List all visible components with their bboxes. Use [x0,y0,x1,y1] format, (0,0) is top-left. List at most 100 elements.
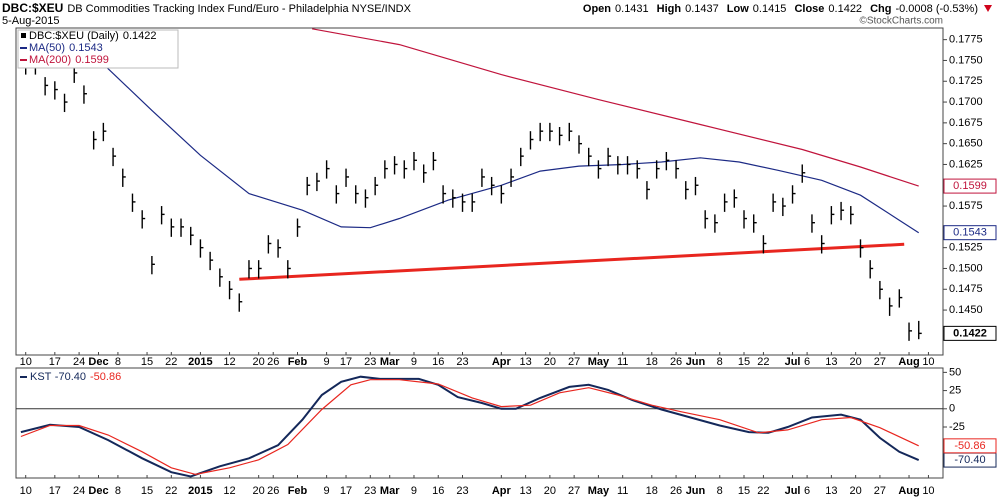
y-tick-label: 0 [949,403,955,415]
quote-value: 0.1437 [685,3,719,15]
x-tick-label: 15 [738,356,750,368]
y-tick-label: 25 [949,384,961,396]
y-tick-label: 0.1625 [949,158,983,170]
x-tick-label: Dec [88,485,108,497]
quote-value: 0.1422 [828,3,862,15]
x-tick-label: 26 [267,356,279,368]
legend-entry: KST -70.40 -50.86 [30,371,121,383]
y-tick-label: 0.1450 [949,304,983,316]
x-tick-label: 20 [253,356,265,368]
x-tick-label: Jun [686,356,706,368]
x-tick-label: 9 [411,485,417,497]
x-tick-label: 23 [456,485,468,497]
x-tick-label: 6 [804,485,810,497]
x-tick-label: 26 [267,485,279,497]
x-tick-label: 12 [223,485,235,497]
x-tick-label: 10 [20,356,32,368]
y-tick-label: 0.1675 [949,117,983,129]
x-tick-label: 13 [519,485,531,497]
chart-subtitle: DB Commodities Tracking Index Fund/Euro … [67,3,411,15]
credit: ©StockCharts.com [859,16,943,27]
x-tick-label: Apr [492,485,512,497]
x-tick-label: Feb [288,356,308,368]
x-tick-label: 26 [670,356,682,368]
x-tick-label: Apr [492,356,512,368]
y-tick-label: 0.1750 [949,54,983,66]
quote-value: -0.0008 (-0.53%) [895,3,978,15]
indicator-panel [15,367,944,479]
x-tick-label: 17 [49,356,61,368]
x-tick-label: 22 [165,356,177,368]
value-box [943,178,997,194]
y-tick-label: 0.1575 [949,200,983,212]
legend-value: 0.1599 [75,54,109,66]
quote-label: Low [727,3,749,15]
x-tick-label: 10 [20,485,32,497]
x-tick-label: 17 [340,485,352,497]
x-tick-label: 23 [364,356,376,368]
x-tick-label: 8 [115,356,121,368]
trend-line [239,242,905,281]
legend-name: MA(50) [29,42,65,54]
y-tick-label: 0.1525 [949,242,983,254]
x-tick-label: 15 [141,485,153,497]
x-tick-label: 20 [544,356,556,368]
x-tick-label: 27 [568,356,580,368]
x-tick-label: 13 [519,356,531,368]
legend-value: 0.1543 [69,42,103,54]
legend-value: -70.40 [55,371,86,383]
x-tick-label: 23 [364,485,376,497]
x-tick-label: 20 [850,485,862,497]
x-tick-label: 11 [617,485,628,497]
legend-name: KST [30,371,52,383]
x-tick-label: 18 [646,485,658,497]
x-tick-label: 23 [456,356,468,368]
x-tick-label: 18 [646,356,658,368]
x-tick-label: 20 [253,485,265,497]
y-tick-label: -25 [949,421,965,433]
moving-average [25,41,920,234]
legend-value: -50.86 [90,371,121,383]
legend-entry: MA(200) 0.1599 [29,54,109,66]
x-tick-label: 22 [757,356,769,368]
legend-entry: DBC:$XEU (Daily) 0.1422 [29,30,157,42]
legend-name: MA(200) [29,54,71,66]
chart-date: 5-Aug-2015 [2,15,60,27]
x-tick-label: 27 [874,485,886,497]
quote-label: Chg [870,3,891,15]
x-tick-label: 24 [73,485,85,497]
y-tick-label: 0.1700 [949,96,983,108]
quote-line: Open 0.1431 High 0.1437 Low 0.1415 Close 0.1422… [583,3,978,15]
legend-name: DBC:$XEU (Daily) [29,30,119,42]
x-tick-label: 26 [670,485,682,497]
quote-label: Open [583,3,611,15]
x-tick-label: 8 [717,485,723,497]
y-tick-label: 0.1725 [949,75,983,87]
x-tick-label: Jul [785,356,801,368]
value-box [943,325,997,341]
x-tick-label: 13 [825,356,837,368]
quote-value: 0.1431 [615,3,649,15]
x-tick-label: 27 [874,356,886,368]
x-tick-label: Aug [898,356,919,368]
x-tick-label: Feb [288,485,308,497]
y-tick-label: 0.1500 [949,262,983,274]
y-tick-label: 0.1775 [949,34,983,46]
x-tick-label: 2015 [188,485,212,497]
x-tick-label: 27 [568,485,580,497]
x-tick-label: 22 [757,485,769,497]
x-tick-label: 16 [432,485,444,497]
x-tick-label: Aug [898,485,919,497]
x-tick-label: May [588,485,610,497]
x-tick-label: 22 [165,485,177,497]
x-tick-label: 12 [223,356,235,368]
value-box-label: -50.86 [954,440,985,452]
y-tick-label: 50 [949,366,961,378]
x-tick-label: 11 [617,356,628,368]
value-box-label: -70.40 [954,454,985,466]
value-box-label: 0.1599 [953,180,987,192]
x-tick-label: 17 [49,485,61,497]
x-tick-label: May [588,356,610,368]
quote-label: High [657,3,682,15]
x-tick-label: Jul [785,485,801,497]
